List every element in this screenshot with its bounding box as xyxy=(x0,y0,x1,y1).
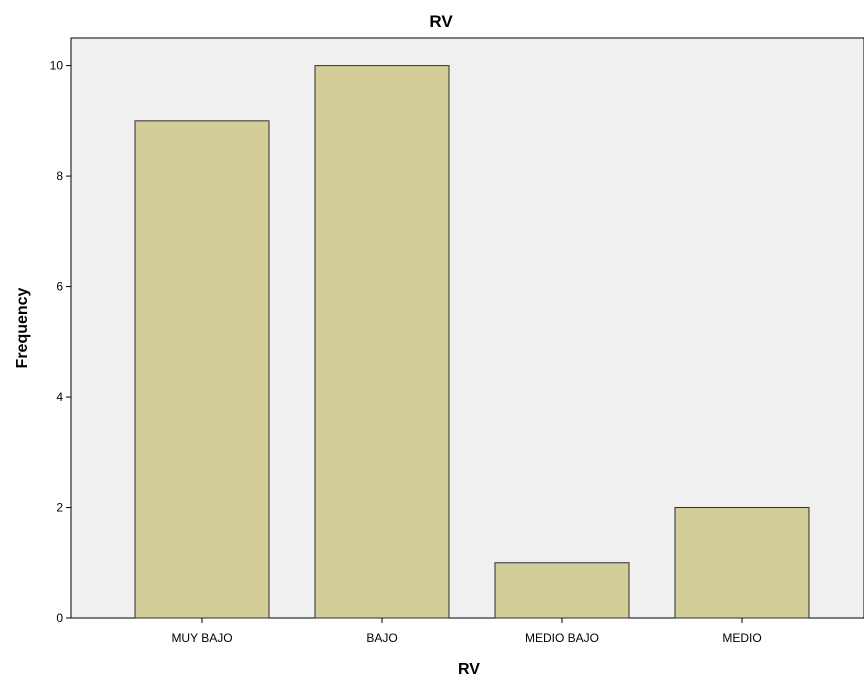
x-tick-label: MEDIO xyxy=(722,631,761,645)
x-tick-label: BAJO xyxy=(366,631,397,645)
x-tick-label: MEDIO BAJO xyxy=(525,631,599,645)
y-tick-label: 10 xyxy=(50,59,64,73)
y-tick-label: 0 xyxy=(56,611,63,625)
x-axis-label: RV xyxy=(458,661,480,678)
bar-bajo xyxy=(314,65,450,619)
x-axis: MUY BAJO BAJO MEDIO BAJO MEDIO xyxy=(171,618,762,645)
x-tick-label: MUY BAJO xyxy=(171,631,232,645)
bar-medio xyxy=(674,507,810,619)
y-axis: 0 2 4 6 8 10 xyxy=(50,59,71,625)
chart-title: RV xyxy=(429,12,453,31)
bar-medio-bajo xyxy=(494,562,630,619)
y-tick-label: 8 xyxy=(56,169,63,183)
y-tick-label: 4 xyxy=(56,390,63,404)
y-tick-label: 6 xyxy=(56,280,63,294)
bar-muy-bajo xyxy=(134,120,270,619)
y-axis-label: Frequency xyxy=(14,287,31,368)
y-tick-label: 2 xyxy=(56,501,63,515)
